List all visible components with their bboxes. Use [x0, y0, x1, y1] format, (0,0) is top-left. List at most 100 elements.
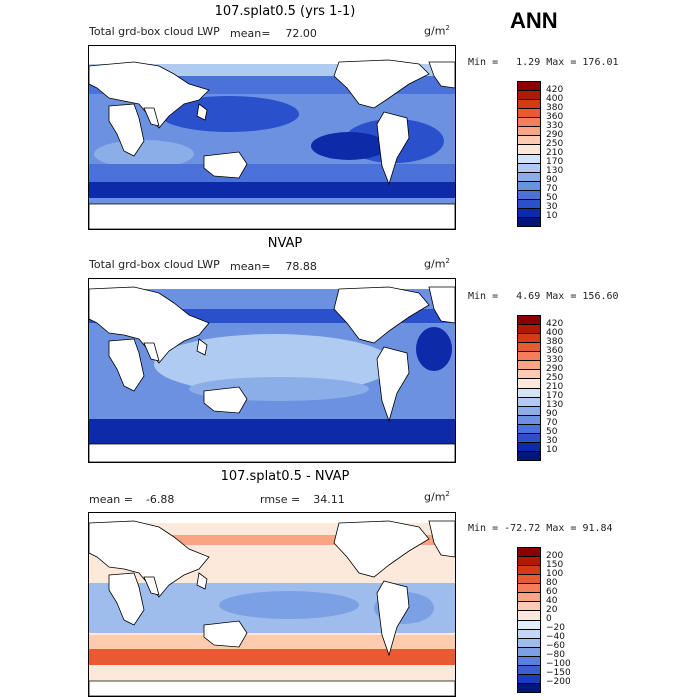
colorbar-swatch [518, 82, 540, 92]
panel1-map [88, 45, 456, 230]
colorbar-tick-label: 70 [546, 184, 558, 194]
panel2-map [88, 278, 456, 463]
colorbar-swatch [518, 415, 540, 425]
panel1-mean-value: 72.00 [285, 27, 317, 40]
colorbar-swatch [518, 127, 540, 137]
colorbar-tick-label: 380 [546, 103, 564, 113]
colorbar-swatch [518, 199, 540, 209]
panel1-ind-low [94, 140, 194, 168]
panel3-rmse-value: 34.11 [313, 493, 345, 506]
panel2-mean-label: mean= [230, 260, 271, 273]
panel1-units: g/m2 [424, 24, 450, 38]
panel3-trop-neg-core [219, 591, 359, 619]
colorbar-swatch [518, 566, 540, 576]
panel2-continents [89, 286, 455, 462]
colorbar-tick-label: 0 [546, 614, 552, 624]
colorbar-tick-label: 90 [546, 175, 558, 185]
colorbar-swatch [518, 451, 540, 460]
panel3-map [88, 512, 456, 697]
panel2-colorbar [517, 315, 541, 461]
panel3-max-value: 91.84 [582, 523, 613, 534]
colorbar-swatch [518, 379, 540, 389]
panel3-min-value: -72.72 [504, 523, 541, 534]
panel1-so-max [89, 182, 455, 198]
colorbar-tick-label: 30 [546, 436, 558, 446]
colorbar-swatch [518, 361, 540, 371]
panel3-colorbar [517, 547, 541, 693]
colorbar-swatch [518, 100, 540, 110]
colorbar-swatch [518, 172, 540, 182]
panel1-max-value: 176.01 [582, 57, 619, 68]
panel3-rmse: rmse = 34.11 [260, 493, 345, 506]
colorbar-tick-label: −40 [546, 632, 565, 642]
colorbar-swatch [518, 136, 540, 146]
colorbar-tick-label: 10 [546, 211, 558, 221]
panel2-units-base: g/m [424, 257, 446, 271]
panel3-units-base: g/m [424, 490, 446, 504]
colorbar-tick-label: 40 [546, 596, 558, 606]
panel3-south-pos [89, 635, 455, 649]
colorbar-swatch [518, 674, 540, 684]
colorbar-tick-label: 330 [546, 355, 564, 365]
panel2-min-value: 4.69 [516, 291, 541, 302]
colorbar-swatch [518, 334, 540, 344]
colorbar-tick-label: 360 [546, 112, 564, 122]
colorbar-swatch [518, 397, 540, 407]
colorbar-swatch [518, 217, 540, 226]
colorbar-swatch [518, 316, 540, 326]
panel2-units: g/m2 [424, 257, 450, 271]
colorbar-tick-label: 210 [546, 148, 564, 158]
panel3-max-label: Max = [546, 523, 577, 534]
colorbar-tick-label: 200 [546, 551, 564, 561]
colorbar-swatch [518, 388, 540, 398]
panel2-subtitle: Total grd-box cloud LWP [89, 258, 220, 271]
colorbar-swatch [518, 665, 540, 675]
colorbar-tick-label: 290 [546, 130, 564, 140]
panel1-units-base: g/m [424, 24, 446, 38]
colorbar-tick-label: 150 [546, 560, 564, 570]
colorbar-tick-label: −60 [546, 641, 565, 651]
colorbar-tick-label: 100 [546, 569, 564, 579]
colorbar-swatch [518, 406, 540, 416]
colorbar-swatch [518, 584, 540, 594]
panel2-mean: mean= 78.88 [230, 260, 317, 273]
panel1-colorbar [517, 81, 541, 227]
colorbar-tick-label: 330 [546, 121, 564, 131]
colorbar-tick-label: 170 [546, 391, 564, 401]
colorbar-tick-label: 420 [546, 85, 564, 95]
colorbar-swatch [518, 602, 540, 612]
colorbar-tick-label: 250 [546, 373, 564, 383]
panel2-so-max [89, 419, 455, 444]
panel1-units-exp: 2 [445, 24, 450, 32]
panel3-rmse-label: rmse = [260, 493, 301, 506]
colorbar-tick-label: −150 [546, 668, 571, 678]
colorbar-swatch [518, 118, 540, 128]
panel2-max-value: 156.60 [582, 291, 619, 302]
colorbar-tick-label: 10 [546, 445, 558, 455]
panel3-mean-value: -6.88 [145, 493, 175, 506]
panel3-north-pos [89, 535, 455, 545]
colorbar-swatch [518, 91, 540, 101]
panel3-units-exp: 2 [445, 490, 450, 498]
colorbar-swatch [518, 325, 540, 335]
panel3-continents [89, 520, 455, 696]
colorbar-swatch [518, 611, 540, 621]
panel1-min-label: Min = [468, 57, 499, 68]
colorbar-swatch [518, 145, 540, 155]
colorbar-tick-label: −80 [546, 650, 565, 660]
colorbar-swatch [518, 154, 540, 164]
panel1-title: 107.splat0.5 (yrs 1-1) [214, 4, 356, 19]
colorbar-swatch [518, 593, 540, 603]
colorbar-swatch [518, 557, 540, 567]
panel3-units: g/m2 [424, 490, 450, 504]
panel1-subtitle: Total grd-box cloud LWP [89, 25, 220, 38]
colorbar-tick-label: 360 [546, 346, 564, 356]
colorbar-swatch [518, 208, 540, 218]
colorbar-tick-label: 210 [546, 382, 564, 392]
colorbar-tick-label: 380 [546, 337, 564, 347]
colorbar-swatch [518, 181, 540, 191]
panel1-south-band [89, 164, 455, 182]
colorbar-swatch [518, 548, 540, 558]
colorbar-tick-label: −200 [546, 677, 571, 687]
colorbar-swatch [518, 629, 540, 639]
